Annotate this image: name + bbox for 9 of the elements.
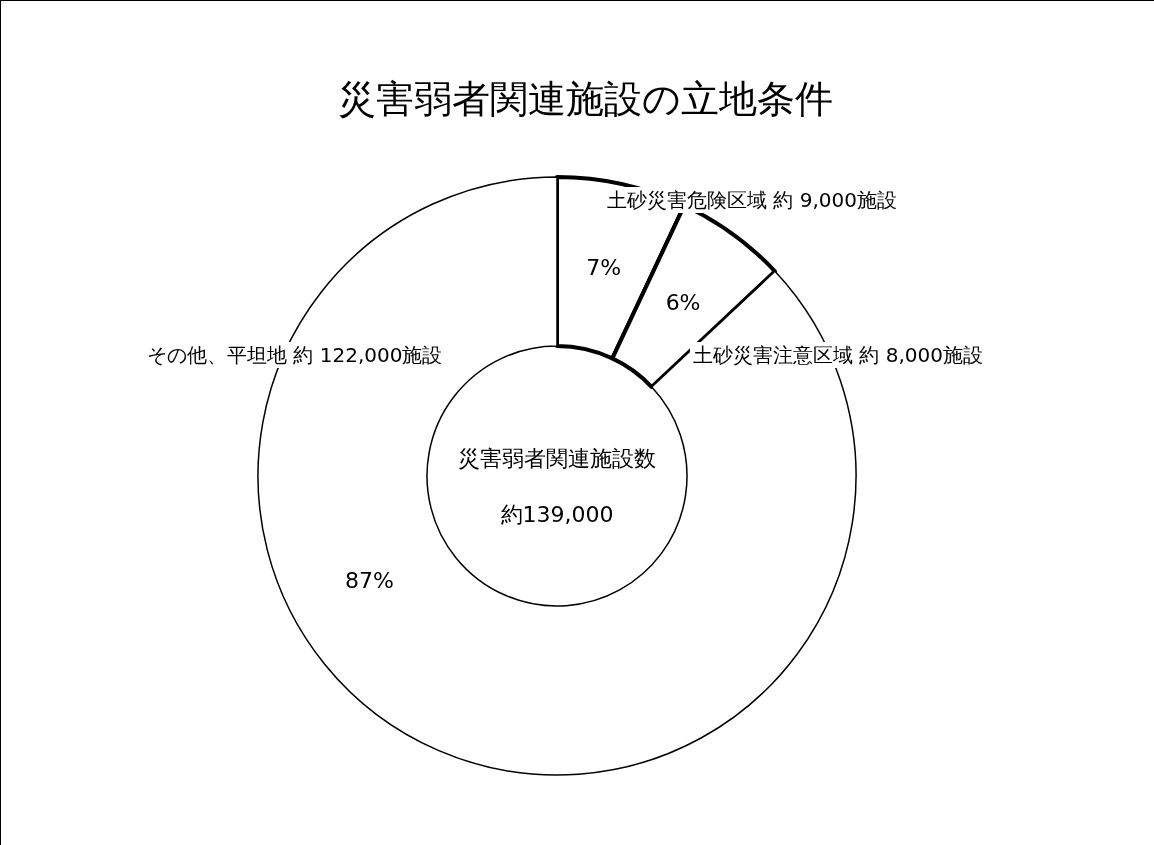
data-label: 7% [586,254,622,280]
data-label: 6% [665,290,701,316]
slice-label: その他、平坦地 約 122,000施設 [147,343,443,367]
slice-label: 土砂災害危険区域 約 9,000施設 [607,188,897,212]
slice-label: 土砂災害注意区域 約 8,000施設 [693,343,983,367]
text: 約139,000 [500,502,614,527]
text: 災害弱者関連施設数 [458,446,656,471]
data-label: 87% [344,568,394,594]
chart-title: 災害弱者関連施設の立地条件 [337,77,833,121]
